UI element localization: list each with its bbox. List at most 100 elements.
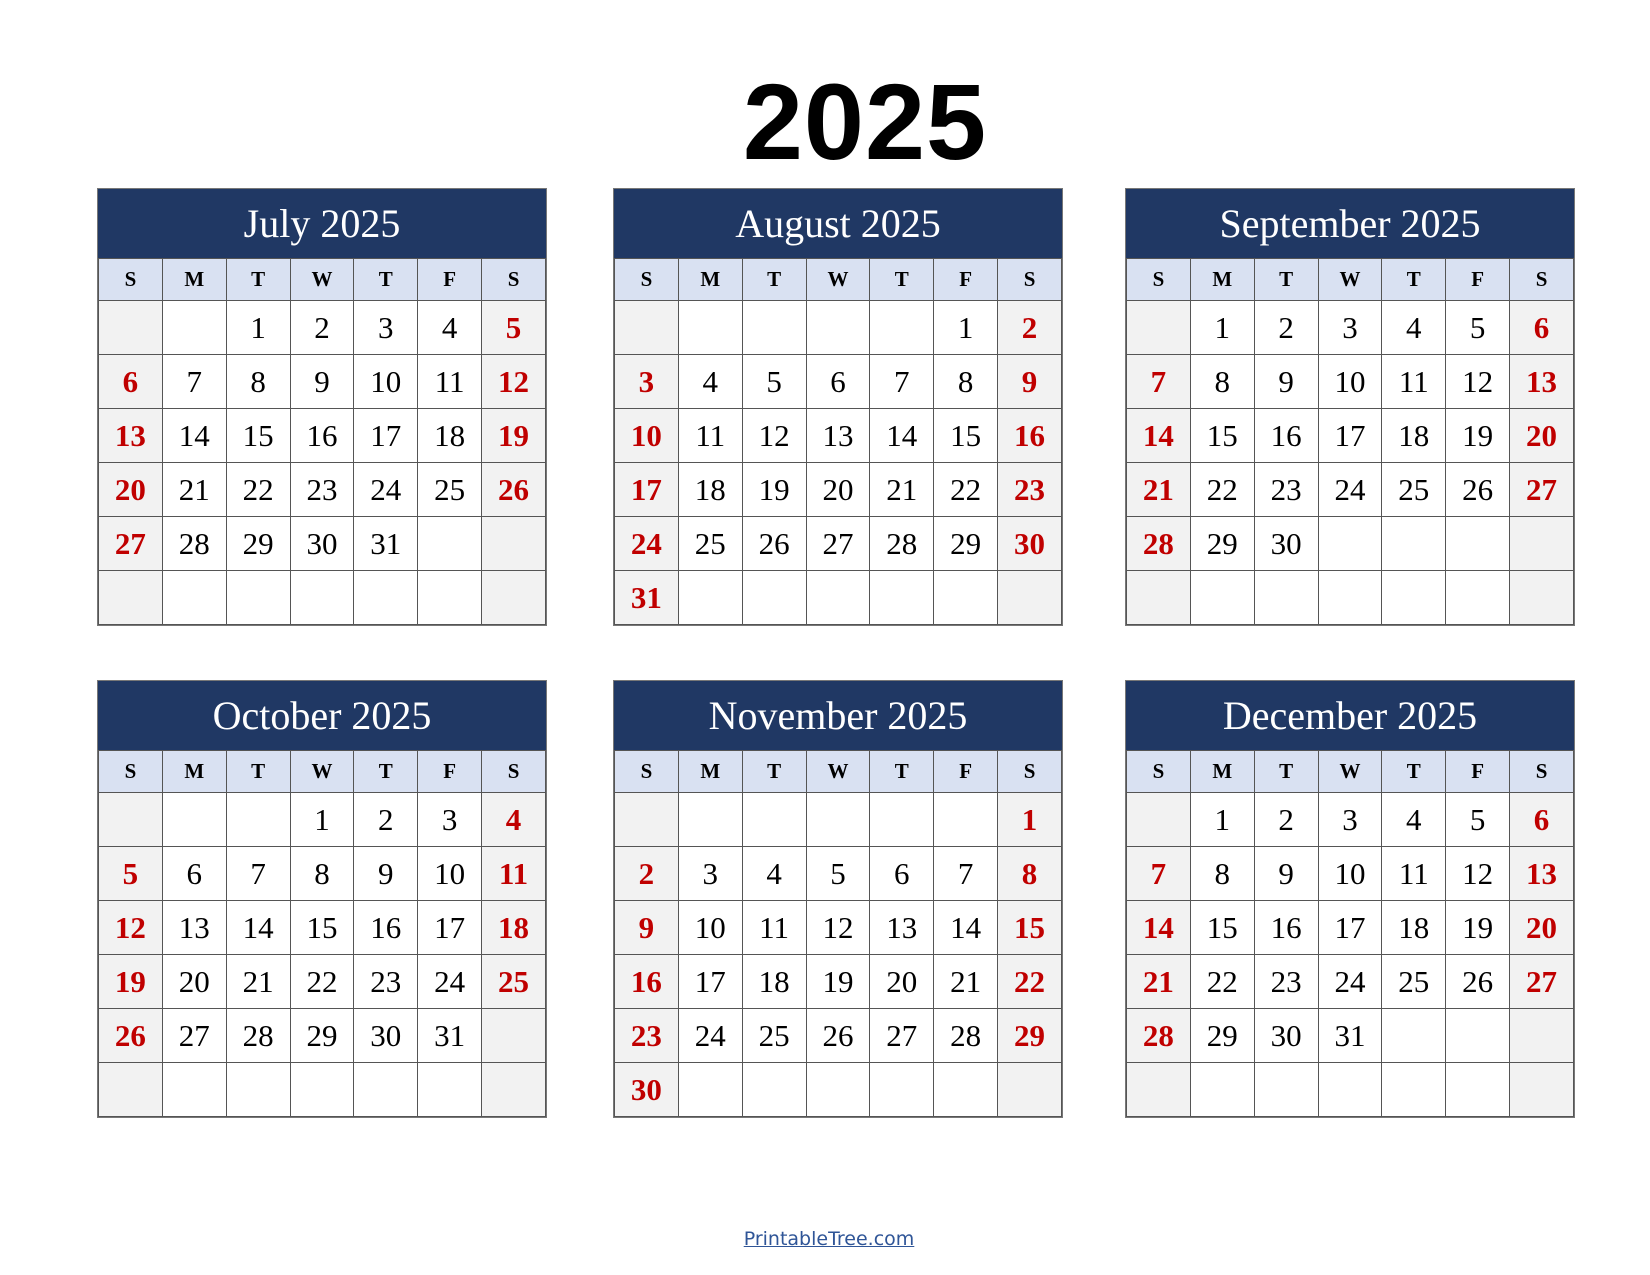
day-cell: 21 bbox=[1126, 462, 1191, 517]
day-cell: 10 bbox=[353, 354, 419, 409]
day-cell: 19 bbox=[1445, 408, 1511, 463]
day-cell: 10 bbox=[677, 900, 743, 955]
day-cell: 25 bbox=[417, 462, 483, 517]
empty-cell bbox=[1253, 570, 1319, 625]
empty-cell bbox=[805, 570, 871, 625]
day-cell: 7 bbox=[225, 846, 291, 901]
day-cell: 21 bbox=[933, 954, 999, 1009]
day-cell: 15 bbox=[225, 408, 291, 463]
day-cell: 29 bbox=[1189, 516, 1255, 571]
day-cell: 22 bbox=[289, 954, 355, 1009]
day-cell: 8 bbox=[1189, 354, 1255, 409]
day-cell: 18 bbox=[1381, 408, 1447, 463]
weekday-label: S bbox=[997, 750, 1062, 793]
weekday-label: S bbox=[1509, 258, 1574, 301]
day-cell: 28 bbox=[933, 1008, 999, 1063]
weekday-label: S bbox=[1126, 750, 1191, 793]
weekday-label: M bbox=[161, 750, 227, 793]
day-cell: 29 bbox=[225, 516, 291, 571]
day-cell: 12 bbox=[98, 900, 163, 955]
empty-cell bbox=[1381, 516, 1447, 571]
day-cell: 6 bbox=[161, 846, 227, 901]
day-cell: 9 bbox=[289, 354, 355, 409]
weekday-label: S bbox=[481, 258, 546, 301]
weekday-label: T bbox=[1253, 750, 1319, 793]
day-cell: 2 bbox=[289, 300, 355, 355]
empty-cell bbox=[869, 1062, 935, 1117]
day-cell: 30 bbox=[997, 516, 1062, 571]
day-cell: 1 bbox=[1189, 792, 1255, 847]
empty-cell bbox=[869, 570, 935, 625]
day-cell: 18 bbox=[1381, 900, 1447, 955]
day-cell: 31 bbox=[614, 570, 679, 625]
empty-cell bbox=[289, 570, 355, 625]
day-cell: 16 bbox=[353, 900, 419, 955]
month-title: August 2025 bbox=[614, 189, 1062, 258]
day-cell: 25 bbox=[1381, 462, 1447, 517]
day-cell: 4 bbox=[481, 792, 546, 847]
day-cell: 12 bbox=[481, 354, 546, 409]
day-cell: 17 bbox=[417, 900, 483, 955]
day-cell: 22 bbox=[1189, 954, 1255, 1009]
day-cell: 29 bbox=[289, 1008, 355, 1063]
weekday-label: T bbox=[353, 258, 419, 301]
empty-cell bbox=[481, 570, 546, 625]
day-cell: 22 bbox=[997, 954, 1062, 1009]
empty-cell bbox=[869, 300, 935, 355]
day-cell: 8 bbox=[997, 846, 1062, 901]
empty-cell bbox=[933, 570, 999, 625]
empty-cell bbox=[741, 792, 807, 847]
month-calendar: November 2025 S M T W T F S 1 2 3 4 5 6 7 8 9 10 11 12 13 14 1… bbox=[613, 680, 1063, 1118]
empty-cell bbox=[1126, 570, 1191, 625]
empty-cell bbox=[161, 570, 227, 625]
day-cell: 3 bbox=[353, 300, 419, 355]
day-cell: 23 bbox=[1253, 462, 1319, 517]
empty-cell bbox=[997, 1062, 1062, 1117]
day-cell: 9 bbox=[614, 900, 679, 955]
empty-cell bbox=[417, 1062, 483, 1117]
weekday-label: T bbox=[1381, 750, 1447, 793]
day-cell: 7 bbox=[1126, 354, 1191, 409]
empty-cell bbox=[805, 300, 871, 355]
empty-cell bbox=[1253, 1062, 1319, 1117]
empty-cell bbox=[614, 792, 679, 847]
day-cell: 28 bbox=[869, 516, 935, 571]
empty-cell bbox=[481, 1008, 546, 1063]
day-cell: 3 bbox=[677, 846, 743, 901]
day-cell: 9 bbox=[997, 354, 1062, 409]
day-cell: 1 bbox=[997, 792, 1062, 847]
day-cell: 26 bbox=[741, 516, 807, 571]
day-cell: 19 bbox=[741, 462, 807, 517]
day-cell: 23 bbox=[289, 462, 355, 517]
day-cell: 2 bbox=[1253, 300, 1319, 355]
week-row bbox=[1126, 1062, 1574, 1117]
day-cell: 24 bbox=[1317, 462, 1383, 517]
weekday-label: T bbox=[225, 258, 291, 301]
day-cell: 24 bbox=[417, 954, 483, 1009]
day-cell: 26 bbox=[98, 1008, 163, 1063]
day-cell: 1 bbox=[225, 300, 291, 355]
day-cell: 14 bbox=[933, 900, 999, 955]
empty-cell bbox=[614, 300, 679, 355]
empty-cell bbox=[1381, 570, 1447, 625]
day-cell: 3 bbox=[1317, 792, 1383, 847]
day-cell: 18 bbox=[677, 462, 743, 517]
day-cell: 4 bbox=[677, 354, 743, 409]
empty-cell bbox=[741, 300, 807, 355]
year-title: 2025 bbox=[742, 61, 988, 182]
day-cell: 25 bbox=[677, 516, 743, 571]
day-cell: 10 bbox=[1317, 846, 1383, 901]
day-cell: 4 bbox=[1381, 300, 1447, 355]
empty-cell bbox=[997, 570, 1062, 625]
day-cell: 27 bbox=[98, 516, 163, 571]
day-cell: 4 bbox=[741, 846, 807, 901]
day-cell: 12 bbox=[1445, 354, 1511, 409]
week-row: 27 28 29 30 31 bbox=[98, 516, 546, 571]
day-cell: 15 bbox=[1189, 900, 1255, 955]
week-row: 20 21 22 23 24 25 26 bbox=[98, 462, 546, 517]
footer-link[interactable]: PrintableTree.com bbox=[743, 1228, 915, 1250]
